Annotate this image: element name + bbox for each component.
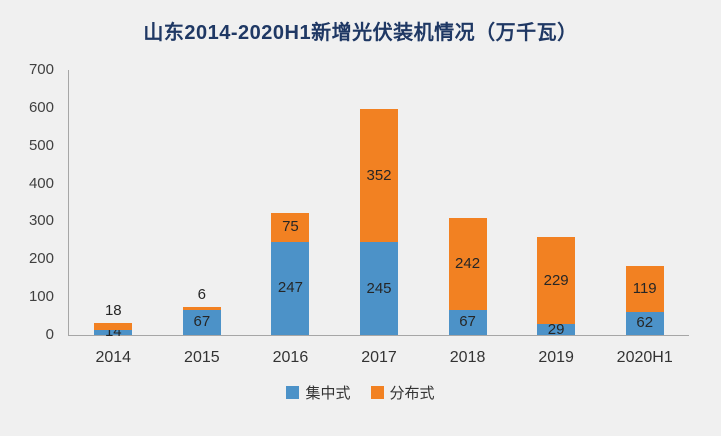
x-axis-label: 2019 [538, 349, 574, 366]
y-tick-label: 500 [28, 136, 54, 154]
y-tick-label: 600 [28, 98, 54, 116]
bar-value-label: 247 [277, 279, 303, 297]
x-axis-label: 2014 [95, 349, 132, 366]
y-tick-label: 100 [28, 288, 54, 306]
y-tick-label: 300 [28, 212, 54, 230]
legend-item-centralized[interactable]: 集中式 [286, 382, 351, 403]
bar-segment-centralized-2018[interactable] [448, 309, 487, 335]
bar-segment-distributed-2017[interactable] [360, 109, 398, 243]
x-axis-label: 2020H1 [616, 349, 673, 366]
legend-swatch-centralized-icon [286, 386, 300, 399]
y-tick-label: 700 [28, 61, 54, 78]
bar-value-label: 18 [104, 301, 122, 319]
bar-value-label: 245 [366, 279, 392, 297]
bar-value-label: 67 [459, 313, 476, 331]
bar-value-label: 6 [197, 286, 207, 304]
bar-segment-centralized-2019[interactable] [537, 324, 576, 335]
bar-value-label: 75 [282, 218, 299, 236]
bar-segment-distributed-2019[interactable] [537, 237, 576, 325]
legend: 集中式 分布式 [0, 382, 721, 403]
y-tick-label: 200 [28, 250, 54, 268]
chart-title: 山东2014-2020H1新增光伏装机情况（万千瓦） [143, 22, 578, 44]
bar-segment-centralized-2015[interactable] [182, 309, 221, 335]
bar-segment-distributed-2018[interactable] [448, 218, 487, 310]
x-axis-label: 2015 [184, 349, 220, 366]
bar-segment-distributed-2020H1[interactable] [625, 266, 664, 312]
bar-value-label: 242 [455, 254, 481, 272]
bar-segment-distributed-2015[interactable] [182, 307, 221, 310]
y-axis: 0 100 200 300 400 500 600 700 [0, 61, 60, 343]
bar-value-label: 229 [543, 271, 569, 289]
y-tick-label: 0 [45, 326, 54, 343]
legend-swatch-distributed-icon [370, 386, 384, 399]
bar-value-label: 119 [632, 280, 657, 298]
x-axis-label: 2016 [272, 349, 309, 366]
y-tick-label: 400 [28, 174, 54, 192]
bar-value-label: 29 [547, 320, 565, 338]
plot-area: 14 18 2014 67 6 2015 247 75 2016 245 352 2017 67 242 2… [68, 70, 689, 366]
x-axis-label: 2017 [361, 349, 397, 366]
x-axis-label: 2018 [449, 349, 486, 366]
bar-segment-centralized-2017[interactable] [360, 242, 398, 335]
bar-segment-distributed-2016[interactable] [271, 213, 310, 242]
bar-segment-centralized-2020H1[interactable] [625, 311, 664, 335]
legend-label-distributed: 分布式 [389, 385, 435, 402]
bar-segment-centralized-2014[interactable] [94, 329, 133, 335]
bar-value-label: 67 [193, 313, 211, 331]
legend-item-distributed[interactable]: 分布式 [370, 382, 435, 403]
bar-value-label: 62 [636, 314, 654, 332]
bar-value-label: 352 [366, 166, 392, 184]
bar-segment-distributed-2014[interactable] [94, 322, 133, 330]
bar-segment-centralized-2016[interactable] [271, 241, 310, 335]
legend-label-centralized: 集中式 [305, 385, 351, 402]
